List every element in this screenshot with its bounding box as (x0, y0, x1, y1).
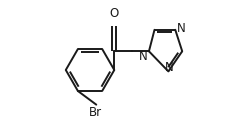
Text: O: O (110, 7, 119, 20)
Text: Br: Br (89, 106, 102, 119)
Text: N: N (177, 22, 186, 35)
Text: N: N (165, 61, 173, 74)
Text: N: N (139, 50, 148, 63)
